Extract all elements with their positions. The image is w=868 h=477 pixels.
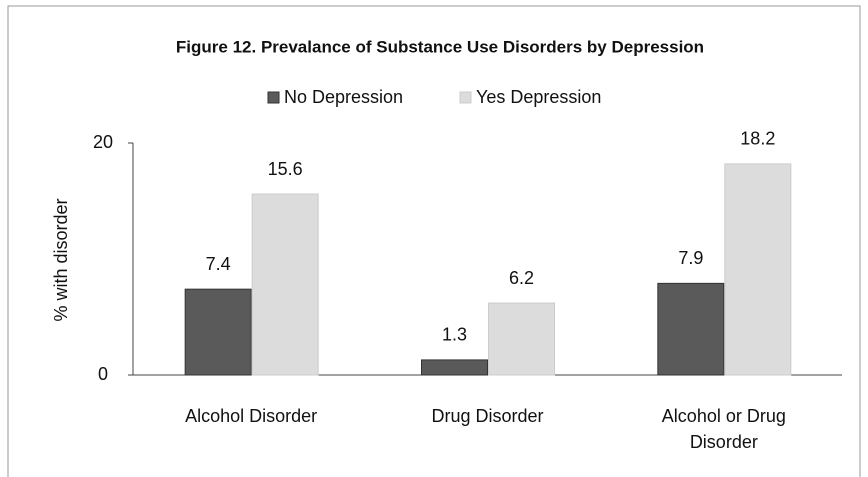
- bar: [421, 359, 488, 376]
- chart-frame: [7, 5, 861, 477]
- bar: [184, 288, 252, 376]
- value-label: 6.2: [509, 268, 534, 288]
- legend-label: Yes Depression: [476, 87, 601, 107]
- bar: [251, 193, 319, 376]
- x-tick-label: Drug Disorder: [431, 406, 544, 426]
- y-tick-label: 0: [98, 364, 108, 384]
- value-label: 15.6: [268, 159, 303, 179]
- x-tick-label: Alcohol or Drug Disorder: [661, 406, 786, 452]
- bar: [657, 282, 725, 376]
- bar: [488, 302, 555, 376]
- legend-swatch: [267, 91, 280, 104]
- y-axis-label: % with disorder: [51, 198, 71, 321]
- legend-swatch: [459, 91, 472, 104]
- value-label: 7.4: [206, 254, 231, 274]
- y-tick-label: 20: [93, 132, 113, 152]
- value-label: 1.3: [442, 325, 467, 345]
- value-label: 18.2: [740, 129, 775, 149]
- legend-label: No Depression: [284, 87, 403, 107]
- chart-title: Figure 12. Prevalance of Substance Use D…: [176, 37, 704, 56]
- value-label: 7.9: [678, 248, 703, 268]
- x-tick-label: Alcohol Disorder: [185, 406, 318, 426]
- bar: [724, 163, 792, 376]
